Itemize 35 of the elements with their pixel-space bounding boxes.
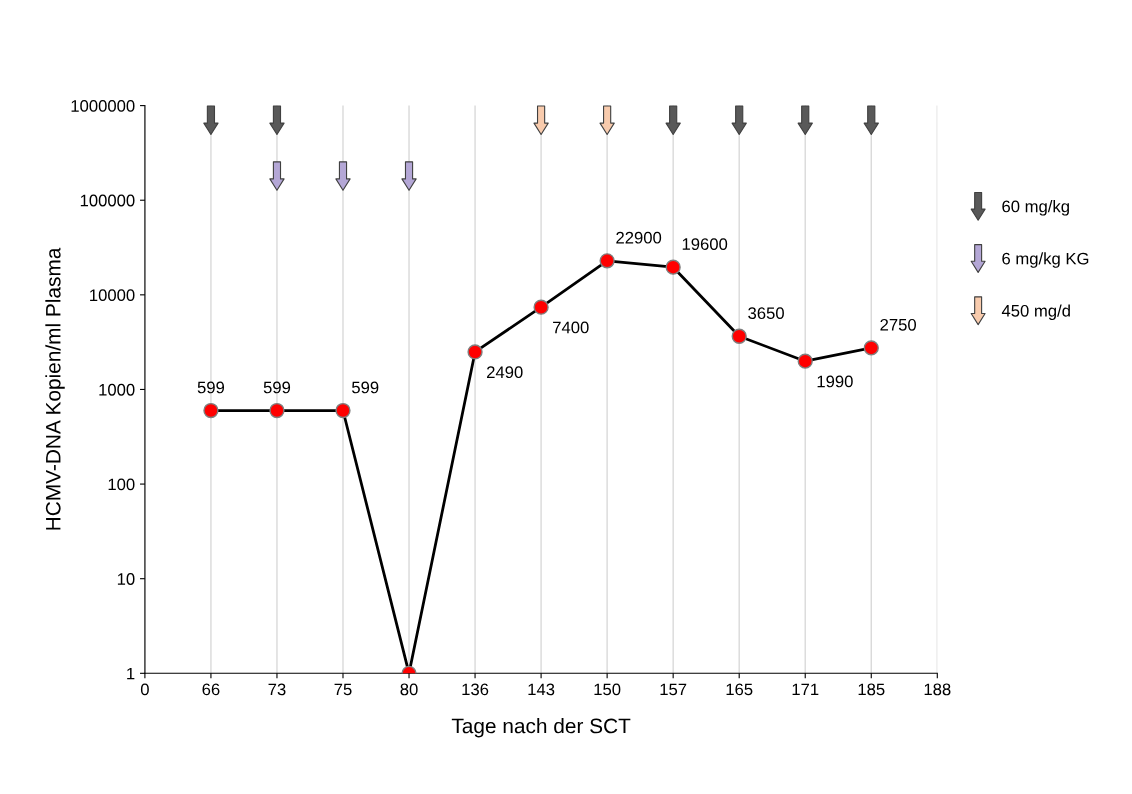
x-axis-title: Tage nach der SCT [451, 718, 631, 738]
x-tick-label: 143 [528, 683, 555, 696]
x-tick-label: 185 [858, 683, 885, 696]
legend-label: 60 mg/kg [1002, 200, 1069, 216]
x-tick-label: 171 [792, 683, 819, 696]
y-tick-label: 1000000 [71, 100, 135, 112]
data-label: 19600 [682, 238, 728, 250]
y-tick-label: 100 [108, 478, 135, 491]
x-tick-label: 157 [660, 683, 687, 696]
data-label: 599 [263, 381, 291, 394]
data-label: 599 [352, 381, 379, 394]
legend-label: 450 mg/d [1001, 304, 1070, 321]
data-label: 22900 [616, 231, 662, 244]
data-label: 3650 [748, 307, 784, 320]
x-tick-label: 136 [462, 683, 489, 696]
y-tick-label: 10000 [90, 289, 135, 302]
x-tick-label: 0 [140, 683, 149, 696]
data-label: 599 [197, 381, 225, 394]
x-tick-label: 73 [268, 683, 286, 696]
legend-label: 6 mg/kg KG [1002, 252, 1089, 268]
x-tick-label: 150 [594, 683, 621, 696]
data-label: 2490 [487, 366, 523, 379]
y-axis-title: HCMV-DNA Kopien/ml Plasma [45, 247, 65, 530]
x-tick-label: 188 [924, 683, 951, 696]
data-label: 2750 [880, 318, 917, 331]
data-label: 7400 [553, 321, 589, 334]
x-tick-label: 80 [400, 683, 418, 696]
y-tick-label: 1 [127, 667, 135, 680]
x-tick-label: 66 [202, 683, 220, 696]
y-tick-label: 100000 [80, 194, 135, 207]
y-tick-label: 1000 [99, 383, 135, 396]
data-label: 1990 [817, 375, 853, 388]
x-tick-label: 165 [726, 683, 753, 696]
x-tick-label: 75 [334, 683, 352, 696]
y-tick-label: 10 [117, 573, 135, 585]
